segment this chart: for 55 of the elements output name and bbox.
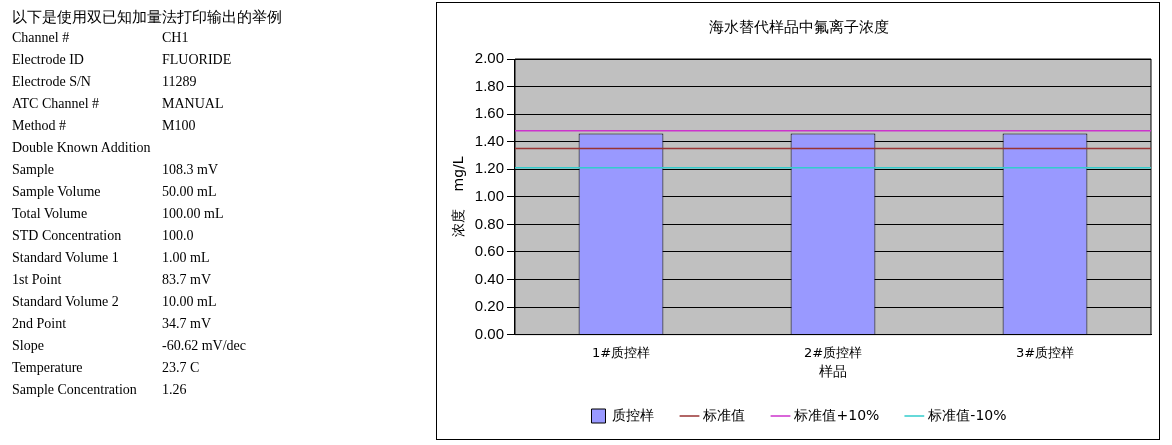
text: 10.00 mL xyxy=(162,294,217,309)
legend-label: 质控样 xyxy=(612,406,655,423)
y-tick-label: 2.00 xyxy=(474,49,504,67)
category-label: Temperature xyxy=(12,360,84,376)
text: 83.7 mV xyxy=(162,272,211,287)
category-label: Sample Volume xyxy=(12,184,102,200)
text: MANUAL xyxy=(162,96,224,111)
category-label: Channel # xyxy=(12,30,71,46)
text: 1.26 xyxy=(162,382,187,397)
legend-label: 标准值-10% xyxy=(927,406,1007,423)
legend-label: 标准值 xyxy=(702,406,746,423)
text: 1.00 mL xyxy=(162,250,210,265)
text: 100.00 mL xyxy=(162,206,224,221)
category-label: Standard Volume 2 xyxy=(12,294,120,310)
x-tick-label: 2#质控样 xyxy=(803,344,863,360)
y-tick-label: 0.60 xyxy=(474,242,504,260)
text: 11289 xyxy=(162,74,197,89)
text: M100 xyxy=(162,118,196,133)
y-tick-label: 1.20 xyxy=(474,159,504,177)
category-label: Slope xyxy=(12,338,45,354)
text: FLUORIDE xyxy=(162,52,232,67)
text: 34.7 mV xyxy=(162,316,211,331)
x-tick-label: 3#质控样 xyxy=(1015,344,1075,360)
y-tick-label: 0.20 xyxy=(474,297,504,315)
y-tick-label: 1.40 xyxy=(474,131,504,149)
x-axis-title: 样品 xyxy=(819,363,847,380)
text: 100.0 xyxy=(162,228,194,243)
text: 23.7 C xyxy=(162,360,200,375)
y-axis-title: 浓度 mg/L xyxy=(450,156,467,238)
category-label: Method # xyxy=(12,118,68,134)
category-label: Sample xyxy=(12,162,55,178)
legend-label: 标准值+10% xyxy=(793,406,880,423)
y-tick-label: 0.00 xyxy=(474,324,504,342)
category-label: Standard Volume 1 xyxy=(12,250,120,266)
category-label: STD Concentration xyxy=(12,228,123,244)
x-tick-label: 1#质控样 xyxy=(591,344,651,360)
y-tick-label: 0.40 xyxy=(474,269,504,287)
text: -60.62 mV/dec xyxy=(162,338,246,353)
category-label: Electrode S/N xyxy=(12,74,92,90)
category-label: ATC Channel # xyxy=(12,96,101,112)
y-tick-label: 0.80 xyxy=(474,214,504,232)
text: 50.00 mL xyxy=(162,184,217,199)
y-tick-label: 1.60 xyxy=(474,104,504,122)
category-label: Sample Concentration xyxy=(12,382,138,398)
text: 108.3 mV xyxy=(162,162,218,177)
text: CH1 xyxy=(162,30,189,45)
category-label: Total Volume xyxy=(12,206,89,222)
category-label: Electrode ID xyxy=(12,52,85,68)
category-label: 2nd Point xyxy=(12,316,68,332)
category-label: 1st Point xyxy=(12,272,63,288)
chart-title: 海水替代样品中氟离子浓度 xyxy=(709,17,889,36)
y-tick-label: 1.00 xyxy=(474,186,504,204)
text: 以下是使用双已知加量法打印输出的举例 xyxy=(12,8,283,27)
y-tick-label: 1.80 xyxy=(474,76,504,94)
category-label: Double Known Addition xyxy=(12,140,152,156)
